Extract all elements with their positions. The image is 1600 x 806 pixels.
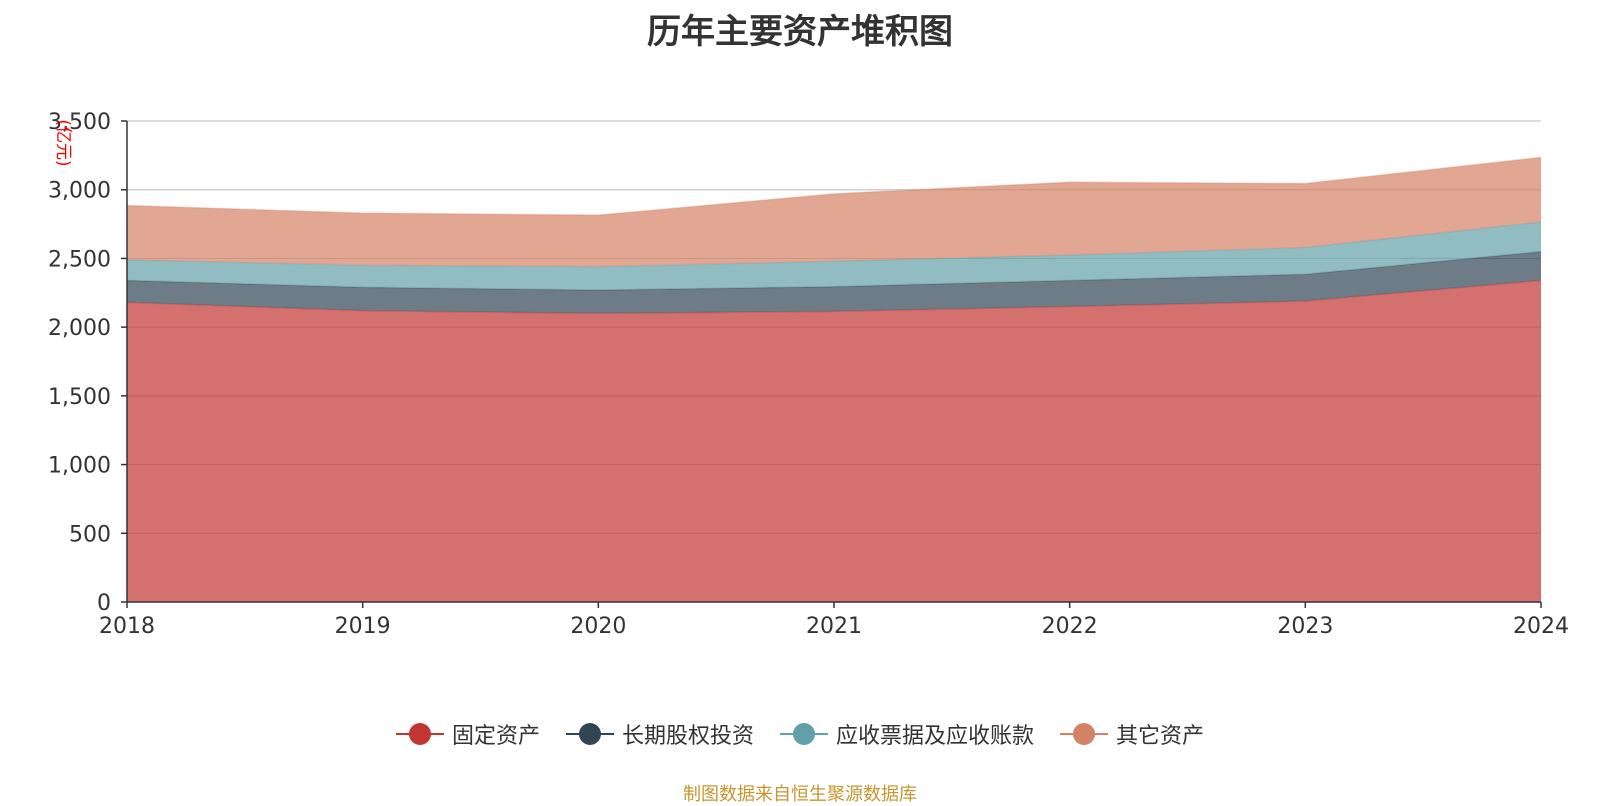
legend-label: 应收票据及应收账款 xyxy=(836,724,1035,749)
y-tick-label: 500 xyxy=(69,522,111,547)
legend-label: 其它资产 xyxy=(1116,724,1205,749)
x-tick-label: 2022 xyxy=(1042,614,1098,639)
series-area-2 xyxy=(127,251,1541,314)
legend-marker-icon xyxy=(780,722,828,746)
x-tick-label: 2024 xyxy=(1513,614,1569,639)
legend-label: 固定资产 xyxy=(451,724,540,749)
legend-item-4[interactable]: 其它资产 xyxy=(1060,718,1204,750)
legend-marker-icon xyxy=(395,722,444,746)
x-tick-label: 2021 xyxy=(806,614,862,639)
y-tick-label: 1,000 xyxy=(48,454,111,479)
legend-dot xyxy=(408,723,431,745)
y-axis-unit-label: (亿元) xyxy=(53,119,73,166)
legend-item-3[interactable]: 应收票据及应收账款 xyxy=(780,718,1034,750)
legend-marker-icon xyxy=(565,722,614,746)
x-tick-label: 2020 xyxy=(570,614,626,639)
series-area-1 xyxy=(127,280,1541,602)
series-area-3 xyxy=(127,222,1541,291)
legend-item-2[interactable]: 长期股权投资 xyxy=(565,718,754,750)
axes: 0 500 1,000 1,500 2,000 2,500 3,000 3,500 2018 20… xyxy=(48,110,1569,639)
y-tick-label: 0 xyxy=(97,591,111,616)
y-tick-label: 2,500 xyxy=(48,247,111,272)
x-tick-label: 2019 xyxy=(335,614,391,639)
y-tick-label: 3,000 xyxy=(48,179,111,204)
legend: 固定资产 长期股权投资 应收票据及应收账款 其它资产 xyxy=(0,718,1600,750)
y-tick-label: 2,000 xyxy=(48,316,111,341)
y-tick-label: 1,500 xyxy=(48,385,111,410)
legend-dot xyxy=(1073,723,1096,745)
legend-item-1[interactable]: 固定资产 xyxy=(395,718,540,750)
source-note: 制图数据来自恒生聚源数据库 xyxy=(683,784,917,805)
legend-label: 长期股权投资 xyxy=(621,724,754,749)
x-tick-label: 2018 xyxy=(99,614,155,639)
x-tick-label: 2023 xyxy=(1277,614,1333,639)
legend-dot xyxy=(793,723,815,745)
series-area-4 xyxy=(127,157,1541,267)
legend-dot xyxy=(578,723,601,745)
legend-marker-icon xyxy=(1060,722,1109,746)
y-tick-label: 3,500 xyxy=(48,110,111,135)
series-areas xyxy=(126,156,1542,602)
series-line-4 xyxy=(126,156,1542,216)
chart-title: 历年主要资产堆积图 xyxy=(647,12,953,52)
